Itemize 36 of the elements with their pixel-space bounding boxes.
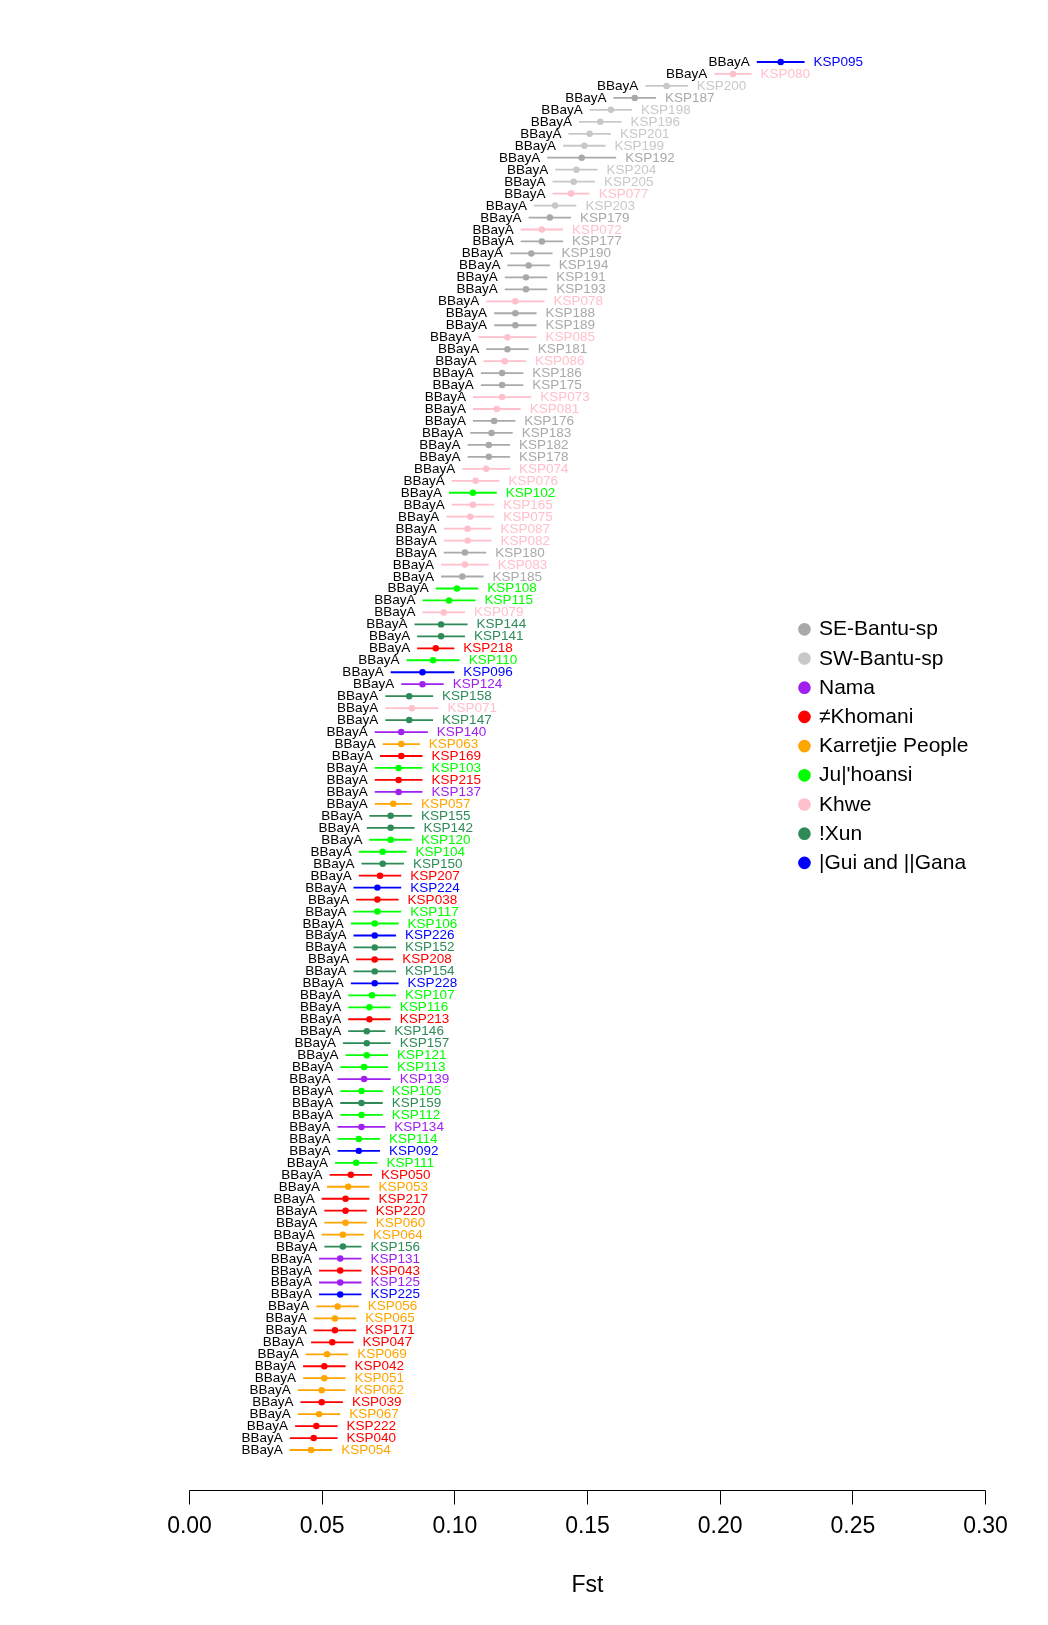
x-axis-title: Fst xyxy=(571,1570,605,1597)
point xyxy=(538,226,546,233)
legend-label: !Xun xyxy=(818,820,863,844)
annotation: BBayA xyxy=(708,53,750,69)
point xyxy=(546,214,554,221)
x-tick-label: 0.00 xyxy=(167,1511,212,1538)
y-tick-label: KSP095 xyxy=(813,53,864,69)
x-tick-label: 0.30 xyxy=(963,1511,1008,1538)
point xyxy=(461,549,469,556)
legend-label: Ju|'hoansi xyxy=(818,762,913,786)
point xyxy=(334,1303,341,1310)
legend-label: SW-Bantu-sp xyxy=(818,645,944,669)
point xyxy=(538,238,546,245)
legend-label: |Gui and ||Gana xyxy=(818,849,967,873)
y-tick-label: KSP187 xyxy=(664,89,715,105)
x-tick-label: 0.05 xyxy=(299,1511,345,1538)
y-tick-label: KSP192 xyxy=(625,149,675,165)
x-tick-label: 0.10 xyxy=(432,1511,478,1538)
y-tick-label: KSP080 xyxy=(760,65,811,81)
point xyxy=(453,585,461,592)
legend-label: SE-Bantu-sp xyxy=(818,616,939,640)
point xyxy=(445,597,453,604)
annotation: BBayA xyxy=(342,664,384,680)
annotation: BBayA xyxy=(337,688,379,704)
legend-label: ≠Khomani xyxy=(818,703,914,727)
point xyxy=(339,1243,347,1250)
legend-label: Nama xyxy=(818,674,876,698)
y-tick-label: KSP077 xyxy=(598,185,649,201)
annotation: BBayA xyxy=(429,329,472,345)
legend-label: Khwe xyxy=(818,791,872,815)
legend-label: Karretjie People xyxy=(818,733,969,757)
x-tick-label: 0.20 xyxy=(697,1511,743,1538)
annotation: BBayA xyxy=(666,65,708,81)
annotation: BBayA xyxy=(437,293,480,309)
x-tick-label: 0.25 xyxy=(830,1511,876,1538)
x-tick-label: 0.15 xyxy=(565,1511,610,1538)
